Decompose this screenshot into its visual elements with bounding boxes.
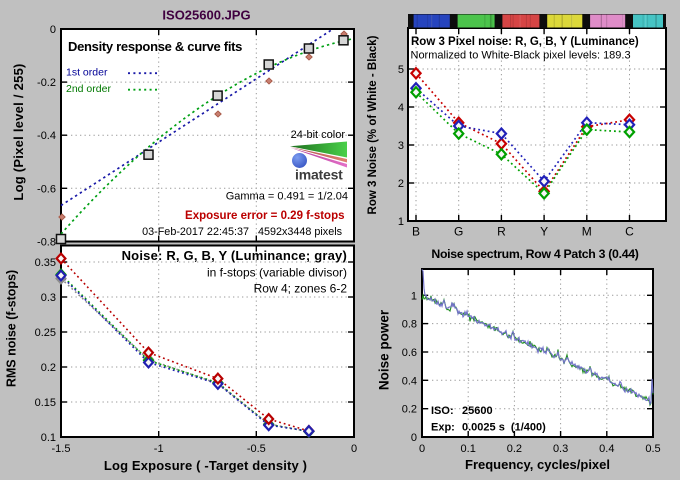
- svg-text:ISO:: ISO:: [431, 405, 454, 417]
- svg-text:0.15: 0.15: [35, 397, 56, 409]
- svg-text:2: 2: [398, 178, 404, 190]
- svg-text:0: 0: [351, 443, 357, 455]
- svg-text:M: M: [582, 225, 592, 239]
- svg-text:0.35: 0.35: [35, 257, 56, 269]
- svg-text:Row 3 Noise (% of White - Blac: Row 3 Noise (% of White - Black): [367, 35, 379, 214]
- svg-text:0: 0: [419, 443, 425, 455]
- svg-text:0.4: 0.4: [599, 443, 614, 455]
- svg-text:-0.4: -0.4: [37, 130, 56, 142]
- svg-text:R: R: [497, 225, 506, 239]
- svg-text:1: 1: [411, 290, 417, 302]
- svg-text:0.8: 0.8: [402, 319, 417, 331]
- svg-text:0.3: 0.3: [553, 443, 568, 455]
- svg-text:Log (Pixel level / 255): Log (Pixel level / 255): [11, 63, 26, 200]
- svg-text:Row 4; zones 6-2: Row 4; zones 6-2: [254, 282, 348, 296]
- svg-text:Normalized to White-Black pixe: Normalized to White-Black pixel levels: …: [411, 50, 631, 62]
- svg-text:0.5: 0.5: [645, 443, 660, 455]
- svg-text:Noise power: Noise power: [377, 309, 392, 390]
- svg-text:0.1: 0.1: [41, 432, 56, 444]
- svg-text:B: B: [412, 225, 420, 239]
- svg-text:imatest: imatest: [295, 167, 343, 183]
- svg-text:Y: Y: [540, 225, 548, 239]
- svg-text:Exposure error = 0.29 f-stops: Exposure error = 0.29 f-stops: [185, 210, 344, 222]
- svg-text:-0.2: -0.2: [37, 77, 56, 89]
- svg-text:0.3: 0.3: [41, 292, 56, 304]
- svg-text:Noise spectrum, Row 4 Patch 3: Noise spectrum, Row 4 Patch 3 (0.44): [431, 247, 638, 261]
- svg-text:1st order: 1st order: [66, 67, 108, 79]
- svg-text:0: 0: [411, 432, 417, 444]
- svg-text:Row 3 Pixel noise: R, G, B, Y: Row 3 Pixel noise: R, G, B, Y (Luminance…: [411, 36, 639, 48]
- svg-text:0.25: 0.25: [35, 327, 56, 339]
- svg-text:RMS noise (f-stops): RMS noise (f-stops): [5, 270, 19, 387]
- svg-text:0.2: 0.2: [507, 443, 522, 455]
- svg-text:2nd order: 2nd order: [66, 83, 111, 95]
- svg-text:in f-stops (variable divisor): in f-stops (variable divisor): [207, 266, 347, 280]
- svg-text:Gamma = 0.491 = 1/2.04: Gamma = 0.491 = 1/2.04: [226, 191, 348, 203]
- svg-text:G: G: [454, 225, 463, 239]
- svg-text:-0.5: -0.5: [247, 443, 266, 455]
- svg-text:Density response & curve fits: Density response & curve fits: [68, 39, 242, 54]
- svg-text:5: 5: [398, 64, 404, 76]
- svg-text:Noise: R, G, B, Y (Luminance;: Noise: R, G, B, Y (Luminance; gray): [122, 248, 347, 263]
- svg-text:0.2: 0.2: [402, 404, 417, 416]
- svg-text:Frequency, cycles/pixel: Frequency, cycles/pixel: [465, 457, 610, 472]
- svg-text:1: 1: [398, 216, 404, 228]
- svg-text:C: C: [625, 225, 634, 239]
- svg-text:24-bit color: 24-bit color: [291, 129, 346, 141]
- svg-text:4: 4: [398, 102, 404, 114]
- svg-text:3: 3: [398, 140, 404, 152]
- svg-text:-0.6: -0.6: [37, 183, 56, 195]
- svg-text:0.0025 s (1/400): 0.0025 s (1/400): [462, 422, 546, 434]
- svg-text:0.2: 0.2: [41, 362, 56, 374]
- svg-text:Log Exposure ( -Target density: Log Exposure ( -Target density ): [104, 458, 307, 473]
- svg-text:-1.5: -1.5: [52, 443, 71, 455]
- svg-text:0: 0: [50, 24, 56, 36]
- svg-text:-0.8: -0.8: [37, 237, 56, 249]
- svg-text:0.6: 0.6: [402, 347, 417, 359]
- svg-text:03-Feb-2017 22:45:37 4592x34: 03-Feb-2017 22:45:37 4592x3448 pixels: [142, 226, 342, 238]
- svg-text:ISO25600.JPG: ISO25600.JPG: [162, 8, 250, 23]
- svg-text:0.4: 0.4: [402, 375, 417, 387]
- svg-text:Exp:: Exp:: [431, 422, 455, 434]
- svg-text:25600: 25600: [462, 405, 493, 417]
- svg-text:0.1: 0.1: [461, 443, 476, 455]
- svg-text:-1: -1: [154, 443, 164, 455]
